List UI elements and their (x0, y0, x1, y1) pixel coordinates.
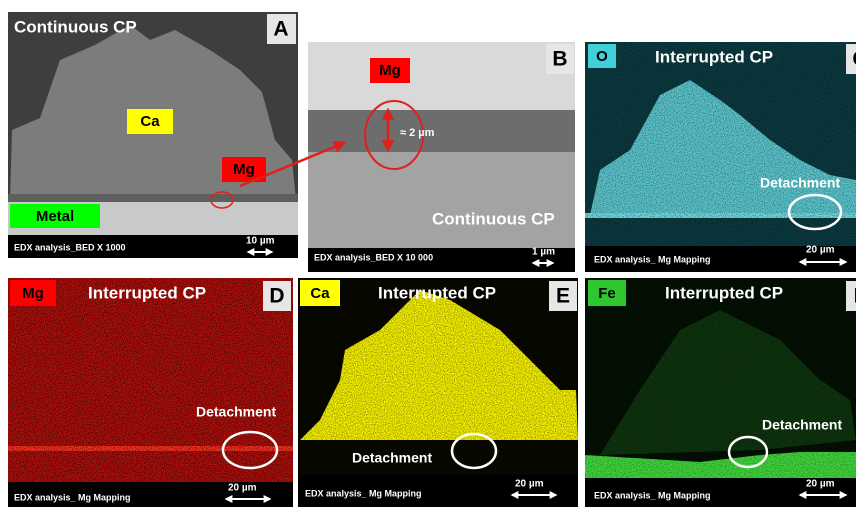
detachment-ring (221, 430, 279, 470)
panel-title: Interrupted CP (378, 283, 496, 302)
label: Mg (233, 161, 255, 178)
highlight-ring (364, 100, 424, 170)
panel-a: Continuous CP A Ca Mg Metal EDX analysis… (8, 12, 298, 258)
annotation: Detachment (196, 404, 276, 420)
highlight-ring (210, 191, 234, 209)
label-box (370, 58, 410, 83)
panel-d: Mg Interrupted CP D Detachment EDX analy… (8, 278, 293, 507)
scale-label: 20 µm (515, 479, 544, 490)
letter-box (263, 281, 291, 311)
panel-title: Interrupted CP (88, 283, 206, 302)
footer: EDX analysis_BED X 10 000 (314, 252, 433, 262)
label: Metal (36, 208, 74, 225)
noise (585, 278, 856, 478)
footer: EDX analysis_ Mg Mapping (594, 490, 711, 500)
outer-layer (308, 152, 575, 250)
panel-letter: C (852, 48, 856, 71)
metal-region (308, 42, 575, 110)
coating-layer (308, 110, 575, 152)
interface (8, 194, 298, 202)
scale-label: 10 µm (246, 236, 275, 247)
element-label: Fe (598, 285, 616, 302)
annotation: Detachment (352, 450, 432, 466)
panel-letter: A (273, 18, 288, 41)
noise (298, 278, 578, 443)
letter-box (546, 44, 574, 74)
thickness-label: ≈ 2 µm (400, 127, 435, 139)
label-box (588, 280, 626, 306)
letter-box (846, 281, 856, 311)
detachment-ring (450, 432, 498, 470)
scale-label: 1 µm (532, 247, 555, 258)
label-box (10, 280, 56, 306)
label: Mg (379, 62, 401, 79)
footer: EDX analysis_ Mg Mapping (305, 488, 422, 498)
noise (8, 278, 293, 483)
footer-bar (308, 248, 575, 272)
panel-title: Interrupted CP (665, 283, 783, 302)
detachment-ring (787, 193, 843, 231)
footer: EDX analysis_ Mg Mapping (594, 254, 711, 264)
label-box (10, 204, 100, 228)
panel-title: Interrupted CP (655, 47, 773, 66)
label-box (300, 280, 340, 306)
annotation: Detachment (762, 417, 842, 433)
panel-letter: E (556, 285, 570, 308)
panel-f: Fe Interrupted CP F Detachment EDX analy… (585, 278, 856, 507)
panel-title: Continuous CP (14, 17, 137, 36)
label: Ca (140, 113, 160, 130)
link-arrow (239, 141, 347, 188)
panel-e: Ca Interrupted CP E Detachment EDX analy… (298, 278, 578, 507)
panel-b: Mg B ≈ 2 µm Continuous CP EDX analysis_B… (308, 42, 575, 272)
noise (585, 42, 856, 247)
element-label: Mg (22, 285, 44, 302)
label-box (127, 109, 173, 134)
annotation: Detachment (760, 175, 840, 191)
scale-label: 20 µm (228, 483, 257, 494)
letter-box (549, 281, 577, 311)
footer-bar (8, 235, 298, 258)
detachment-ring (727, 435, 769, 469)
element-label: Ca (310, 285, 330, 302)
footer: EDX analysis_BED X 1000 (14, 242, 126, 252)
panel-letter: D (269, 285, 284, 308)
letter-box (846, 44, 856, 74)
letter-box (267, 14, 296, 44)
panel-letter: F (854, 285, 856, 308)
panel-c: O Interrupted CP C Detachment EDX analys… (585, 42, 856, 272)
scale-label: 20 µm (806, 245, 835, 256)
scale-label: 20 µm (806, 479, 835, 490)
panel-title: Continuous CP (432, 209, 555, 228)
label-box (588, 44, 616, 68)
panel-letter: B (552, 48, 567, 71)
element-label: O (596, 48, 608, 65)
footer: EDX analysis_ Mg Mapping (14, 492, 131, 502)
